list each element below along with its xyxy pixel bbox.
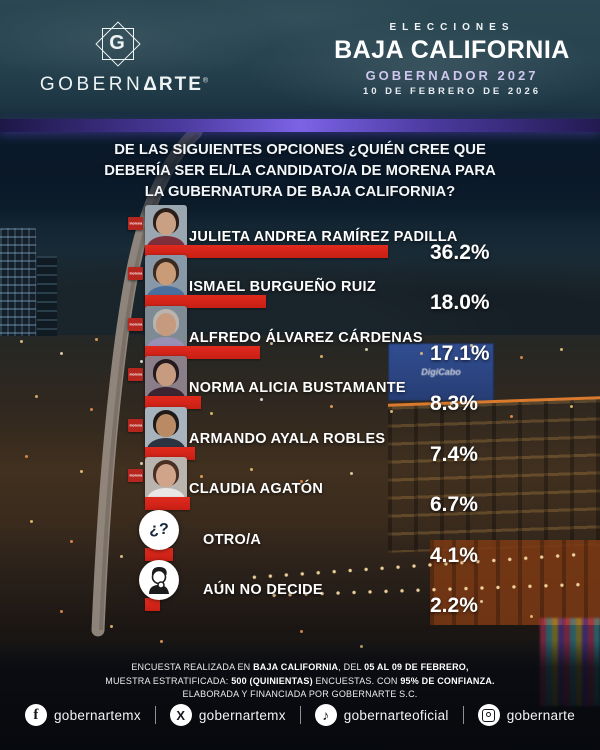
- result-row-norma: morena NORMA ALICIA BUSTAMANTE 8.3%: [125, 356, 585, 415]
- candidate-name: ISMAEL BURGUEÑO RUIZ: [189, 279, 376, 295]
- question-line-2: DEBERÍA SER EL/LA CANDIDATO/A DE MORENA …: [104, 163, 496, 179]
- instagram-handle: gobernarte: [506, 707, 576, 723]
- separator: [462, 706, 464, 724]
- candidate-name: ARMANDO AYALA ROBLES: [189, 431, 386, 447]
- question-line-1: DE LAS SIGUIENTES OPCIONES ¿QUIÉN CREE Q…: [114, 142, 486, 158]
- social-links-bar: f gobernartemx X gobernartemx ♪ gobernar…: [0, 704, 600, 726]
- tiktok-handle: gobernarteoficial: [343, 707, 449, 723]
- header-title: BAJA CALIFORNIA: [334, 36, 570, 64]
- header-subtitle: GOBERNADOR 2027: [365, 68, 539, 83]
- result-row-alfredo: morena ALFREDO ÁLVAREZ CÁRDENAS 17.1%: [125, 306, 585, 365]
- result-percentage: 17.1%: [430, 342, 490, 365]
- result-percentage: 6.7%: [430, 493, 478, 516]
- result-bar: [145, 245, 388, 258]
- result-percentage: 36.2%: [430, 241, 490, 264]
- disclaimer-line-2: MUESTRA ESTRATIFICADA: 500 (QUINIENTAS) …: [105, 675, 495, 686]
- x-link[interactable]: X gobernartemx: [169, 704, 286, 726]
- result-row-julieta: morena JULIETA ANDREA RAMÍREZ PADILLA 36…: [125, 205, 585, 264]
- skyscraper-left-2: [37, 256, 57, 336]
- result-row-armando: morena ARMANDO AYALA ROBLES 7.4%: [125, 407, 585, 466]
- morena-badge-icon: morena: [128, 217, 143, 230]
- instagram-link[interactable]: gobernarte: [477, 704, 576, 726]
- tiktok-icon: ♪: [314, 704, 337, 726]
- result-bar: [145, 396, 201, 409]
- result-row-otro: ¿? OTRO/A 4.1%: [125, 508, 585, 567]
- result-bar: [145, 598, 160, 611]
- result-percentage: 18.0%: [430, 291, 490, 314]
- result-bar: [145, 548, 173, 561]
- candidate-name: CLAUDIA AGATÓN: [189, 481, 324, 497]
- facebook-icon: f: [24, 704, 47, 726]
- x-icon: X: [169, 704, 192, 726]
- morena-badge-icon: morena: [128, 368, 143, 381]
- question-shade-overlay: [0, 128, 600, 224]
- result-bar: [145, 295, 266, 308]
- candidate-name: ALFREDO ÁLVAREZ CÁRDENAS: [189, 330, 423, 346]
- morena-badge-icon: morena: [128, 267, 143, 280]
- option-label: OTRO/A: [203, 532, 262, 548]
- header-date: 10 DE FEBRERO DE 2026: [362, 86, 542, 97]
- hills-silhouette: [0, 250, 600, 335]
- thinking-person-icon: [139, 560, 179, 600]
- sky-clouds: [0, 0, 600, 135]
- purple-divider-bar: [0, 119, 600, 132]
- morena-badge-icon: morena: [128, 318, 143, 331]
- separator: [154, 706, 156, 724]
- header-kicker: ELECCIONES: [389, 22, 515, 33]
- star-monogram-icon: G: [94, 20, 141, 67]
- survey-disclaimer: ENCUESTA REALIZADA EN BAJA CALIFORNIA, D…: [20, 661, 580, 702]
- result-percentage: 7.4%: [430, 443, 478, 466]
- tiktok-link[interactable]: ♪ gobernarteoficial: [314, 704, 449, 726]
- footer-shade-overlay: [0, 640, 600, 750]
- candidate-name: JULIETA ANDREA RAMÍREZ PADILLA: [189, 229, 458, 245]
- candidate-name: NORMA ALICIA BUSTAMANTE: [189, 380, 406, 396]
- candidate-photo: [145, 205, 187, 252]
- result-bar: [145, 447, 195, 460]
- result-percentage: 2.2%: [430, 594, 478, 617]
- logo-wordmark: GOBERNΔRTE®: [39, 74, 209, 95]
- question-marks-icon: ¿?: [139, 510, 179, 550]
- morena-badge-icon: morena: [128, 419, 143, 432]
- separator: [299, 706, 301, 724]
- gobernarte-logo: G GOBERNΔRTE®: [24, 12, 224, 108]
- disclaimer-line-3: ELABORADA Y FINANCIADA POR GOBERNARTE S.…: [182, 689, 418, 699]
- result-bar: [145, 497, 190, 510]
- question-line-3: LA GUBERNATURA DE BAJA CALIFORNIA?: [144, 184, 456, 200]
- skyscraper-left: [0, 228, 36, 336]
- billboard-text: DigiCabo: [421, 367, 461, 377]
- billboard-digicabo: DigiCabo: [388, 343, 494, 401]
- result-percentage: 8.3%: [430, 392, 478, 415]
- morena-badge-icon: morena: [128, 469, 143, 482]
- result-row-ismael: morena ISMAEL BURGUEÑO RUIZ 18.0%: [125, 255, 585, 314]
- option-label: AÚN NO DECIDE: [203, 582, 323, 598]
- result-row-aun-no-decide: AÚN NO DECIDE 2.2%: [125, 558, 585, 617]
- facebook-handle: gobernartemx: [53, 707, 141, 723]
- candidate-photo: [145, 407, 187, 454]
- poll-question: DE LAS SIGUIENTES OPCIONES ¿QUIÉN CREE Q…: [30, 140, 570, 203]
- result-row-claudia: morena CLAUDIA AGATÓN 6.7%: [125, 457, 585, 516]
- logo-monogram: G: [109, 31, 125, 54]
- election-header-block: ELECCIONES BAJA CALIFORNIA GOBERNADOR 20…: [322, 22, 582, 97]
- x-handle: gobernartemx: [198, 707, 286, 723]
- instagram-icon: [477, 704, 500, 726]
- result-bar: [145, 346, 260, 359]
- header: G GOBERNΔRTE® ELECCIONES BAJA CALIFORNIA…: [0, 0, 600, 120]
- disclaimer-line-1: ENCUESTA REALIZADA EN BAJA CALIFORNIA, D…: [131, 662, 469, 672]
- result-percentage: 4.1%: [430, 544, 478, 567]
- facebook-link[interactable]: f gobernartemx: [24, 704, 141, 726]
- candidate-photo: [145, 356, 187, 403]
